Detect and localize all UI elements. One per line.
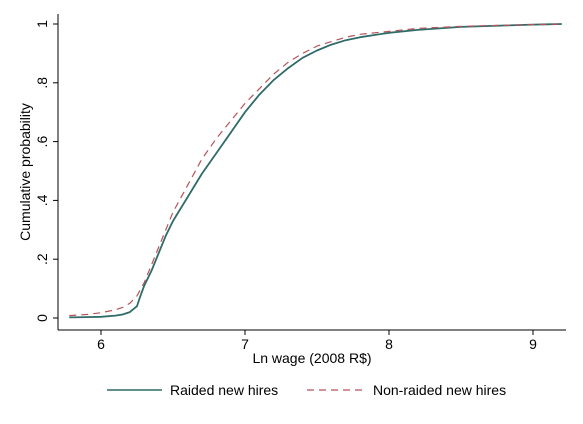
y-tick-label: .2 xyxy=(34,253,50,265)
x-tick-label: 6 xyxy=(97,336,105,352)
y-tick-label: .8 xyxy=(34,77,50,89)
y-tick-label: .4 xyxy=(34,194,50,206)
series-line-non-raided xyxy=(69,23,562,317)
axes: 6 7 8 9 0 .2 .4 .6 .8 1 xyxy=(34,14,566,352)
x-axis-title: Ln wage (2008 R$) xyxy=(252,350,371,366)
x-tick-label: 8 xyxy=(385,336,393,352)
legend-label-raided: Raided new hires xyxy=(170,382,278,398)
y-tick-label: 1 xyxy=(34,20,50,28)
plot-area xyxy=(69,23,562,319)
legend: Raided new hires Non-raided new hires xyxy=(107,382,506,398)
y-axis-title: Cumulative probability xyxy=(17,103,33,241)
y-tick-label: 0 xyxy=(34,314,50,322)
legend-label-non-raided: Non-raided new hires xyxy=(373,382,506,398)
x-tick-label: 7 xyxy=(241,336,249,352)
x-tick-label: 9 xyxy=(529,336,537,352)
y-tick-label: .6 xyxy=(34,136,50,148)
series-line-raided xyxy=(69,23,562,319)
